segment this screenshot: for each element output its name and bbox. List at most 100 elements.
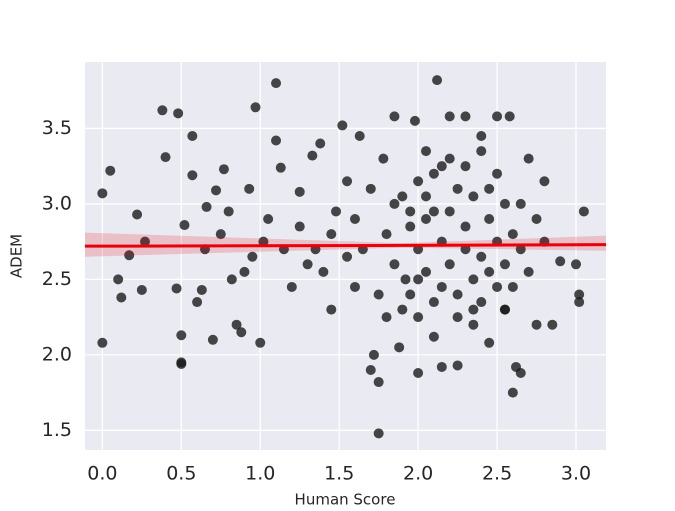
point — [413, 274, 424, 285]
point — [432, 75, 443, 86]
point — [460, 111, 471, 122]
point — [547, 319, 558, 330]
point — [421, 214, 432, 225]
point — [468, 304, 479, 315]
point — [302, 259, 313, 270]
point — [574, 289, 585, 300]
point — [211, 185, 222, 196]
point — [428, 297, 439, 308]
point — [231, 319, 242, 330]
point — [523, 153, 534, 164]
point — [97, 337, 108, 348]
x-tick-label: 0.0 — [87, 463, 117, 485]
point — [349, 214, 360, 225]
point — [255, 337, 266, 348]
point — [294, 221, 305, 232]
point — [515, 244, 526, 255]
point — [226, 274, 237, 285]
point — [354, 130, 365, 141]
x-tick-label: 2.0 — [403, 463, 433, 485]
point — [539, 176, 550, 187]
point — [373, 428, 384, 439]
point — [499, 259, 510, 270]
point — [139, 236, 150, 247]
point — [196, 284, 207, 295]
point — [436, 281, 447, 292]
point — [428, 206, 439, 217]
point — [187, 130, 198, 141]
point — [452, 289, 463, 300]
y-tick-label: 1.5 — [42, 419, 72, 441]
point — [452, 312, 463, 323]
point — [484, 266, 495, 277]
x-tick-label: 2.5 — [482, 463, 512, 485]
x-tick-label: 0.5 — [166, 463, 196, 485]
point — [365, 364, 376, 375]
point — [531, 214, 542, 225]
point — [307, 150, 318, 161]
point — [263, 214, 274, 225]
point — [444, 153, 455, 164]
point — [368, 349, 379, 360]
point — [421, 146, 432, 157]
point — [286, 281, 297, 292]
point — [244, 183, 255, 194]
point — [315, 138, 326, 149]
point — [492, 111, 503, 122]
point — [373, 289, 384, 300]
point — [484, 214, 495, 225]
point — [173, 108, 184, 119]
point — [413, 176, 424, 187]
point — [476, 297, 487, 308]
point — [409, 115, 420, 126]
point — [460, 161, 471, 172]
point — [476, 251, 487, 262]
point — [444, 206, 455, 217]
point — [215, 229, 226, 240]
point — [373, 377, 384, 388]
point — [468, 319, 479, 330]
point — [405, 221, 416, 232]
point — [389, 111, 400, 122]
point — [337, 120, 348, 131]
point — [223, 206, 234, 217]
point — [484, 183, 495, 194]
point — [444, 111, 455, 122]
point — [239, 266, 250, 277]
point — [515, 368, 526, 379]
point — [468, 191, 479, 202]
y-tick-label: 2.0 — [42, 343, 72, 365]
point — [160, 152, 171, 163]
point — [507, 229, 518, 240]
regression-line — [84, 243, 607, 248]
point — [507, 387, 518, 398]
point — [113, 274, 124, 285]
point — [97, 188, 108, 199]
point — [400, 274, 411, 285]
point — [271, 135, 282, 146]
point — [187, 170, 198, 181]
point — [105, 165, 116, 176]
point — [444, 259, 455, 270]
point — [394, 342, 405, 353]
point — [421, 266, 432, 277]
point — [460, 221, 471, 232]
point — [389, 259, 400, 270]
point — [349, 281, 360, 292]
point — [507, 281, 518, 292]
point — [421, 191, 432, 202]
y-axis-label: ADEM — [8, 234, 26, 278]
point — [492, 281, 503, 292]
point — [275, 162, 286, 173]
point — [405, 289, 416, 300]
point — [207, 334, 218, 345]
point — [176, 357, 187, 368]
point — [405, 206, 416, 217]
point — [247, 251, 258, 262]
point — [116, 292, 127, 303]
point — [201, 201, 212, 212]
point — [428, 331, 439, 342]
point — [452, 183, 463, 194]
point — [132, 209, 143, 220]
